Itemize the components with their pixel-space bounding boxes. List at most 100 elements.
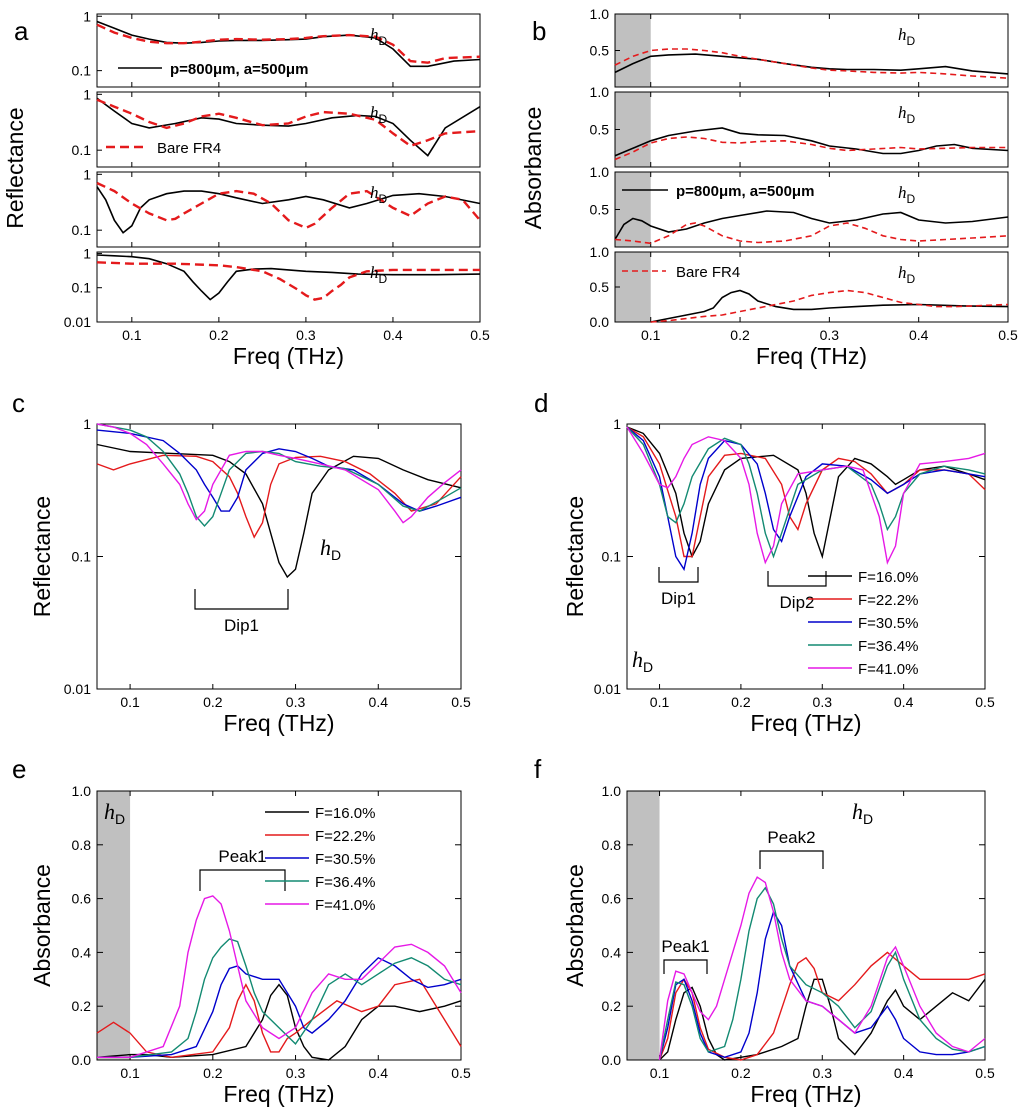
plot-frame (96, 790, 462, 1061)
subpanel-2: 1 0.1 hD (72, 86, 481, 168)
subpanel-1: 1 0.1 hD (72, 8, 481, 88)
series-160 (96, 983, 462, 1061)
x-tick-label: 0.3 (813, 694, 833, 710)
x-tick-label: 0.2 (203, 694, 223, 710)
series-364 (97, 938, 462, 1058)
series-305 (97, 956, 462, 1058)
hd-label: hD (370, 183, 388, 206)
series-410 (626, 426, 986, 565)
series-364 (96, 423, 462, 528)
y-tick-label: 0.5 (590, 122, 610, 138)
legend-label: F=30.5% (315, 851, 375, 868)
panel-label: f (534, 754, 542, 784)
series-sim (650, 289, 1009, 323)
x-tick-label: 0.5 (998, 327, 1018, 343)
y-tick-label: 0.5 (590, 202, 610, 218)
series-sim (614, 53, 1009, 75)
series-364 (658, 886, 986, 1061)
x-tick-label: 0.1 (120, 694, 140, 710)
hd-label: hD (852, 799, 873, 827)
hd-label: hD (898, 103, 916, 126)
hd-label: hD (320, 535, 341, 563)
series-222 (96, 454, 462, 539)
y-tick-label: 0.6 (602, 891, 622, 907)
series-305 (626, 426, 986, 572)
y-tick-label: 0.01 (594, 681, 621, 697)
x-tick-label: 0.2 (730, 327, 750, 343)
y-tick-label: 0.0 (590, 314, 610, 330)
plot-frame (96, 171, 481, 248)
y-tick-label: 0.2 (602, 998, 622, 1014)
hd-label: hD (104, 799, 125, 827)
plot-frame (614, 91, 1009, 168)
legend-label-sim: p=800μm, a=500μm (170, 61, 308, 78)
panel-b: b 1.0 0.5 hD 1.0 0.5 hD 1.0 0.5 hD 1.0 0.5 0.0 0.1 0.2… (520, 6, 1018, 369)
x-tick-label: 0.5 (975, 694, 995, 710)
y-tick-label: 1 (83, 245, 91, 261)
y-tick-label: 1.0 (602, 783, 622, 799)
legend-label-bare: Bare FR4 (157, 140, 221, 157)
y-tick-label: 1.0 (590, 84, 610, 100)
bracket-label: Peak2 (767, 828, 815, 847)
legend-label: F=36.4% (315, 874, 375, 891)
series-bare-fr4 (96, 261, 480, 301)
y-tick-label: 0.1 (72, 222, 92, 238)
x-tick-label: 0.4 (369, 1065, 389, 1081)
plot-frame (96, 251, 481, 323)
legend-label: F=41.0% (315, 897, 375, 914)
x-tick-label: 0.3 (286, 694, 306, 710)
y-axis-title: Reflectance (29, 496, 55, 617)
y-axis-title: Absorbance (562, 864, 588, 987)
x-tick-label: 0.2 (203, 1065, 223, 1081)
y-tick-label: 1 (83, 416, 91, 432)
panel-label: d (534, 388, 548, 418)
hd-label: hD (632, 647, 653, 675)
series-sim (96, 97, 481, 157)
y-tick-label: 0.01 (64, 314, 91, 330)
shaded-region (615, 14, 651, 87)
x-tick-label: 0.4 (383, 327, 403, 343)
x-tick-label: 0.4 (909, 327, 929, 343)
panel-a: a 1 0.1 hD 1 0.1 hD 1 0.1 hD 1 0.1 0.01 0.1 0.2 0.3 0.4 0… (2, 8, 490, 369)
y-axis-title: Absorbance (520, 107, 546, 230)
x-tick-label: 0.1 (650, 1065, 670, 1081)
y-tick-label: 0.1 (72, 63, 92, 79)
panel-c: c 1 0.1 0.01 0.1 0.2 0.3 0.4 0.5 Freq (THz) Reflec… (12, 388, 471, 736)
series-sim (96, 254, 481, 301)
series-410 (96, 423, 462, 524)
x-tick-label: 0.2 (731, 1065, 751, 1081)
hd-label: hD (898, 263, 916, 286)
y-tick-label: 0.4 (602, 944, 622, 960)
plot-frame (96, 91, 481, 168)
bracket (759, 850, 824, 869)
hd-label: hD (898, 25, 916, 48)
hd-label: hD (370, 25, 388, 48)
y-tick-label: 0.01 (64, 681, 91, 697)
hd-label: hD (898, 183, 916, 206)
y-tick-label: 0.0 (72, 1052, 92, 1068)
legend-label-sim: p=800μm, a=500μm (676, 183, 814, 200)
bracket-label: Peak1 (218, 847, 266, 866)
y-tick-label: 0.1 (602, 549, 622, 565)
y-tick-label: 0.8 (72, 837, 92, 853)
bracket (767, 571, 827, 587)
subpanel-3: 1.0 0.5 hD (590, 164, 1009, 248)
x-tick-label: 0.4 (894, 694, 914, 710)
subpanel-4: 1 0.1 0.01 0.1 0.2 0.3 0.4 0.5 hD (64, 245, 490, 343)
y-tick-label: 1.0 (72, 783, 92, 799)
panel-label: c (12, 388, 25, 418)
y-tick-label: 0.5 (590, 279, 610, 295)
y-tick-label: 0.1 (72, 142, 92, 158)
y-tick-label: 0.2 (72, 998, 92, 1014)
series-410 (97, 895, 462, 1058)
series-bare-fr4 (614, 136, 1008, 161)
x-tick-label: 0.1 (650, 694, 670, 710)
x-tick-label: 0.3 (820, 327, 840, 343)
x-tick-label: 0.1 (641, 327, 661, 343)
subpanel-1: 1.0 0.5 hD (590, 6, 1009, 88)
bracket (663, 959, 708, 974)
x-tick-label: 0.3 (286, 1065, 306, 1081)
y-tick-label: 0.5 (590, 43, 610, 59)
panel-label: e (12, 754, 26, 784)
series-305 (96, 429, 462, 512)
